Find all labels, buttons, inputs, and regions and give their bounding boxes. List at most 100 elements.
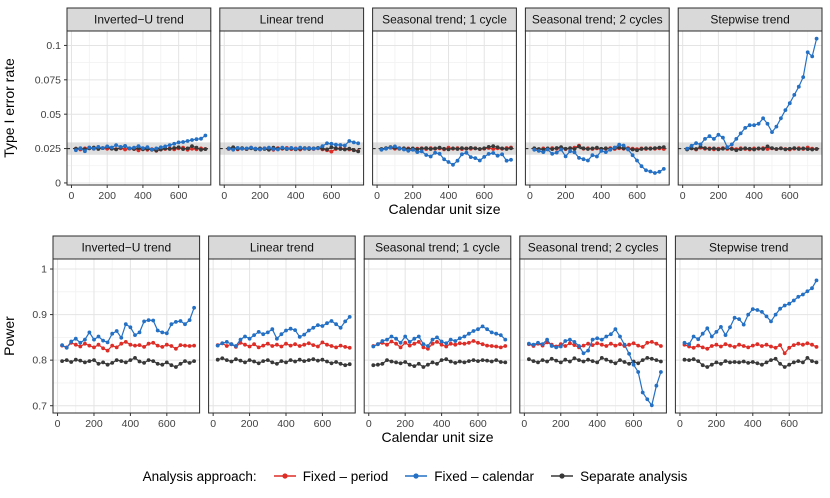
power-chart-row: Inverted−U trend 0 200 400 600 Linear trend 0 2… — [1, 235, 823, 445]
legend: Analysis approach: Fixed – period Fixed … — [0, 458, 830, 494]
y-tick-label: 0.9 — [32, 309, 47, 321]
x-tick-label: 600 — [170, 190, 188, 202]
legend-item-label: Separate analysis — [580, 468, 688, 484]
facet-panel: Inverted−U trend 0 200 400 600 — [52, 235, 201, 430]
facet-strip — [219, 7, 365, 32]
series-points-fixed-calendar — [226, 139, 361, 152]
x-tick-label: 400 — [744, 418, 762, 430]
series-points-fixed-period — [682, 341, 819, 356]
facet-title: Linear trend — [260, 13, 324, 27]
facet-title: Inverted−U trend — [81, 241, 171, 255]
x-tick-label: 400 — [134, 190, 152, 202]
x-tick-label: 200 — [557, 190, 575, 202]
x-tick-label: 200 — [98, 190, 116, 202]
x-tick-label: 400 — [287, 190, 305, 202]
facet-panel: Linear trend 0 200 400 600 — [219, 7, 365, 202]
x-tick-label: 600 — [780, 418, 798, 430]
y-axis-title: Type I error rate — [1, 58, 17, 158]
legend-title: Analysis approach: — [142, 468, 257, 484]
facet-strip — [208, 235, 356, 260]
x-tick-label: 200 — [552, 418, 570, 430]
x-tick-label: 600 — [781, 190, 799, 202]
legend-item-label: Fixed – calendar — [434, 468, 535, 484]
series-points-fixed-calendar — [215, 315, 352, 348]
facet-title: Stepwise trend — [709, 241, 788, 255]
series-points-separate-analysis — [60, 356, 197, 369]
series-points-fixed-calendar — [74, 133, 208, 154]
x-tick-label: 0 — [210, 418, 216, 430]
type1-error-chart-row: Inverted−U trend 0 200 400 600 Linear trend 0 2… — [1, 7, 823, 217]
facet-title: Seasonal trend; 1 cycle — [382, 13, 507, 27]
x-tick-label: 0 — [69, 190, 75, 202]
facet-strip — [524, 7, 670, 32]
fixed-period-key-icon — [273, 473, 296, 479]
separate-analysis-key-icon — [551, 473, 574, 479]
x-axis-title: Calendar unit size — [381, 429, 493, 445]
series-points-fixed-period — [60, 340, 197, 353]
y-tick-label: 1 — [41, 264, 47, 276]
x-tick-label: 600 — [475, 190, 493, 202]
x-tick-label: 200 — [85, 418, 103, 430]
y-tick-label: 0.7 — [32, 400, 47, 412]
x-tick-label: 600 — [628, 190, 646, 202]
series-points-fixed-calendar — [371, 324, 508, 349]
facet-strip — [372, 7, 517, 32]
series-points-fixed-calendar — [379, 144, 513, 167]
series-points-fixed-calendar — [60, 305, 197, 350]
series-points-fixed-calendar — [685, 36, 819, 151]
facet-strip — [52, 235, 201, 260]
x-tick-label: 400 — [277, 418, 295, 430]
y-tick-label: 0.075 — [35, 74, 61, 86]
x-tick-label: 0 — [374, 190, 380, 202]
facet-title: Seasonal trend; 1 cycle — [375, 241, 500, 255]
x-tick-label: 0 — [527, 190, 533, 202]
legend-item-separate-analysis: Separate analysis — [550, 469, 687, 484]
series-points-separate-analysis — [682, 356, 819, 369]
y-tick-label: 0.8 — [32, 355, 47, 367]
facet-panel: Seasonal trend; 2 cycles 0 200 400 600 — [519, 235, 667, 430]
facet-title: Seasonal trend; 2 cycles — [528, 241, 659, 255]
x-tick-label: 200 — [241, 418, 259, 430]
x-tick-label: 200 — [710, 190, 728, 202]
y-tick-label: 0.025 — [35, 143, 61, 155]
series-points-separate-analysis — [527, 356, 663, 366]
y-tick-label: 0.05 — [41, 109, 62, 121]
fixed-calendar-key-icon — [405, 473, 428, 479]
facet-panel: Seasonal trend; 1 cycle 0 200 400 600 — [363, 235, 512, 430]
facet-strip — [363, 235, 512, 260]
x-tick-label: 400 — [122, 418, 140, 430]
x-tick-label: 200 — [396, 418, 414, 430]
facet-title: Inverted−U trend — [94, 13, 184, 27]
legend-item-fixed-calendar: Fixed – calendar — [404, 469, 534, 484]
facet-panel: Stepwise trend 0 200 400 600 — [674, 235, 823, 430]
x-tick-label: 200 — [251, 190, 269, 202]
x-tick-label: 0 — [366, 418, 372, 430]
series-points-separate-analysis — [371, 357, 508, 369]
x-tick-label: 0 — [521, 418, 527, 430]
series-points-separate-analysis — [685, 144, 819, 153]
facet-strip — [519, 235, 667, 260]
x-tick-label: 600 — [314, 418, 332, 430]
y-tick-label: 0 — [55, 178, 61, 190]
series-points-separate-analysis — [215, 356, 352, 368]
legend-item-label: Fixed – period — [302, 468, 389, 484]
series-points-fixed-calendar — [527, 327, 663, 408]
facet-panel: Stepwise trend 0 200 400 600 — [677, 7, 823, 202]
x-tick-label: 400 — [588, 418, 606, 430]
y-axis-title: Power — [1, 316, 17, 356]
x-tick-label: 600 — [158, 418, 176, 430]
x-tick-label: 400 — [433, 418, 451, 430]
x-tick-label: 0 — [677, 418, 683, 430]
x-tick-label: 600 — [625, 418, 643, 430]
x-tick-label: 400 — [593, 190, 611, 202]
series-points-fixed-calendar — [532, 142, 666, 175]
series-points-fixed-calendar — [682, 278, 819, 347]
facet-title: Stepwise trend — [710, 13, 789, 27]
x-tick-label: 200 — [404, 190, 422, 202]
facet-strip — [66, 7, 212, 32]
x-tick-label: 400 — [440, 190, 458, 202]
facet-strip — [674, 235, 823, 260]
facet-title: Seasonal trend; 2 cycles — [532, 13, 663, 27]
facet-panel: Seasonal trend; 2 cycles 0 200 400 600 — [524, 7, 670, 202]
